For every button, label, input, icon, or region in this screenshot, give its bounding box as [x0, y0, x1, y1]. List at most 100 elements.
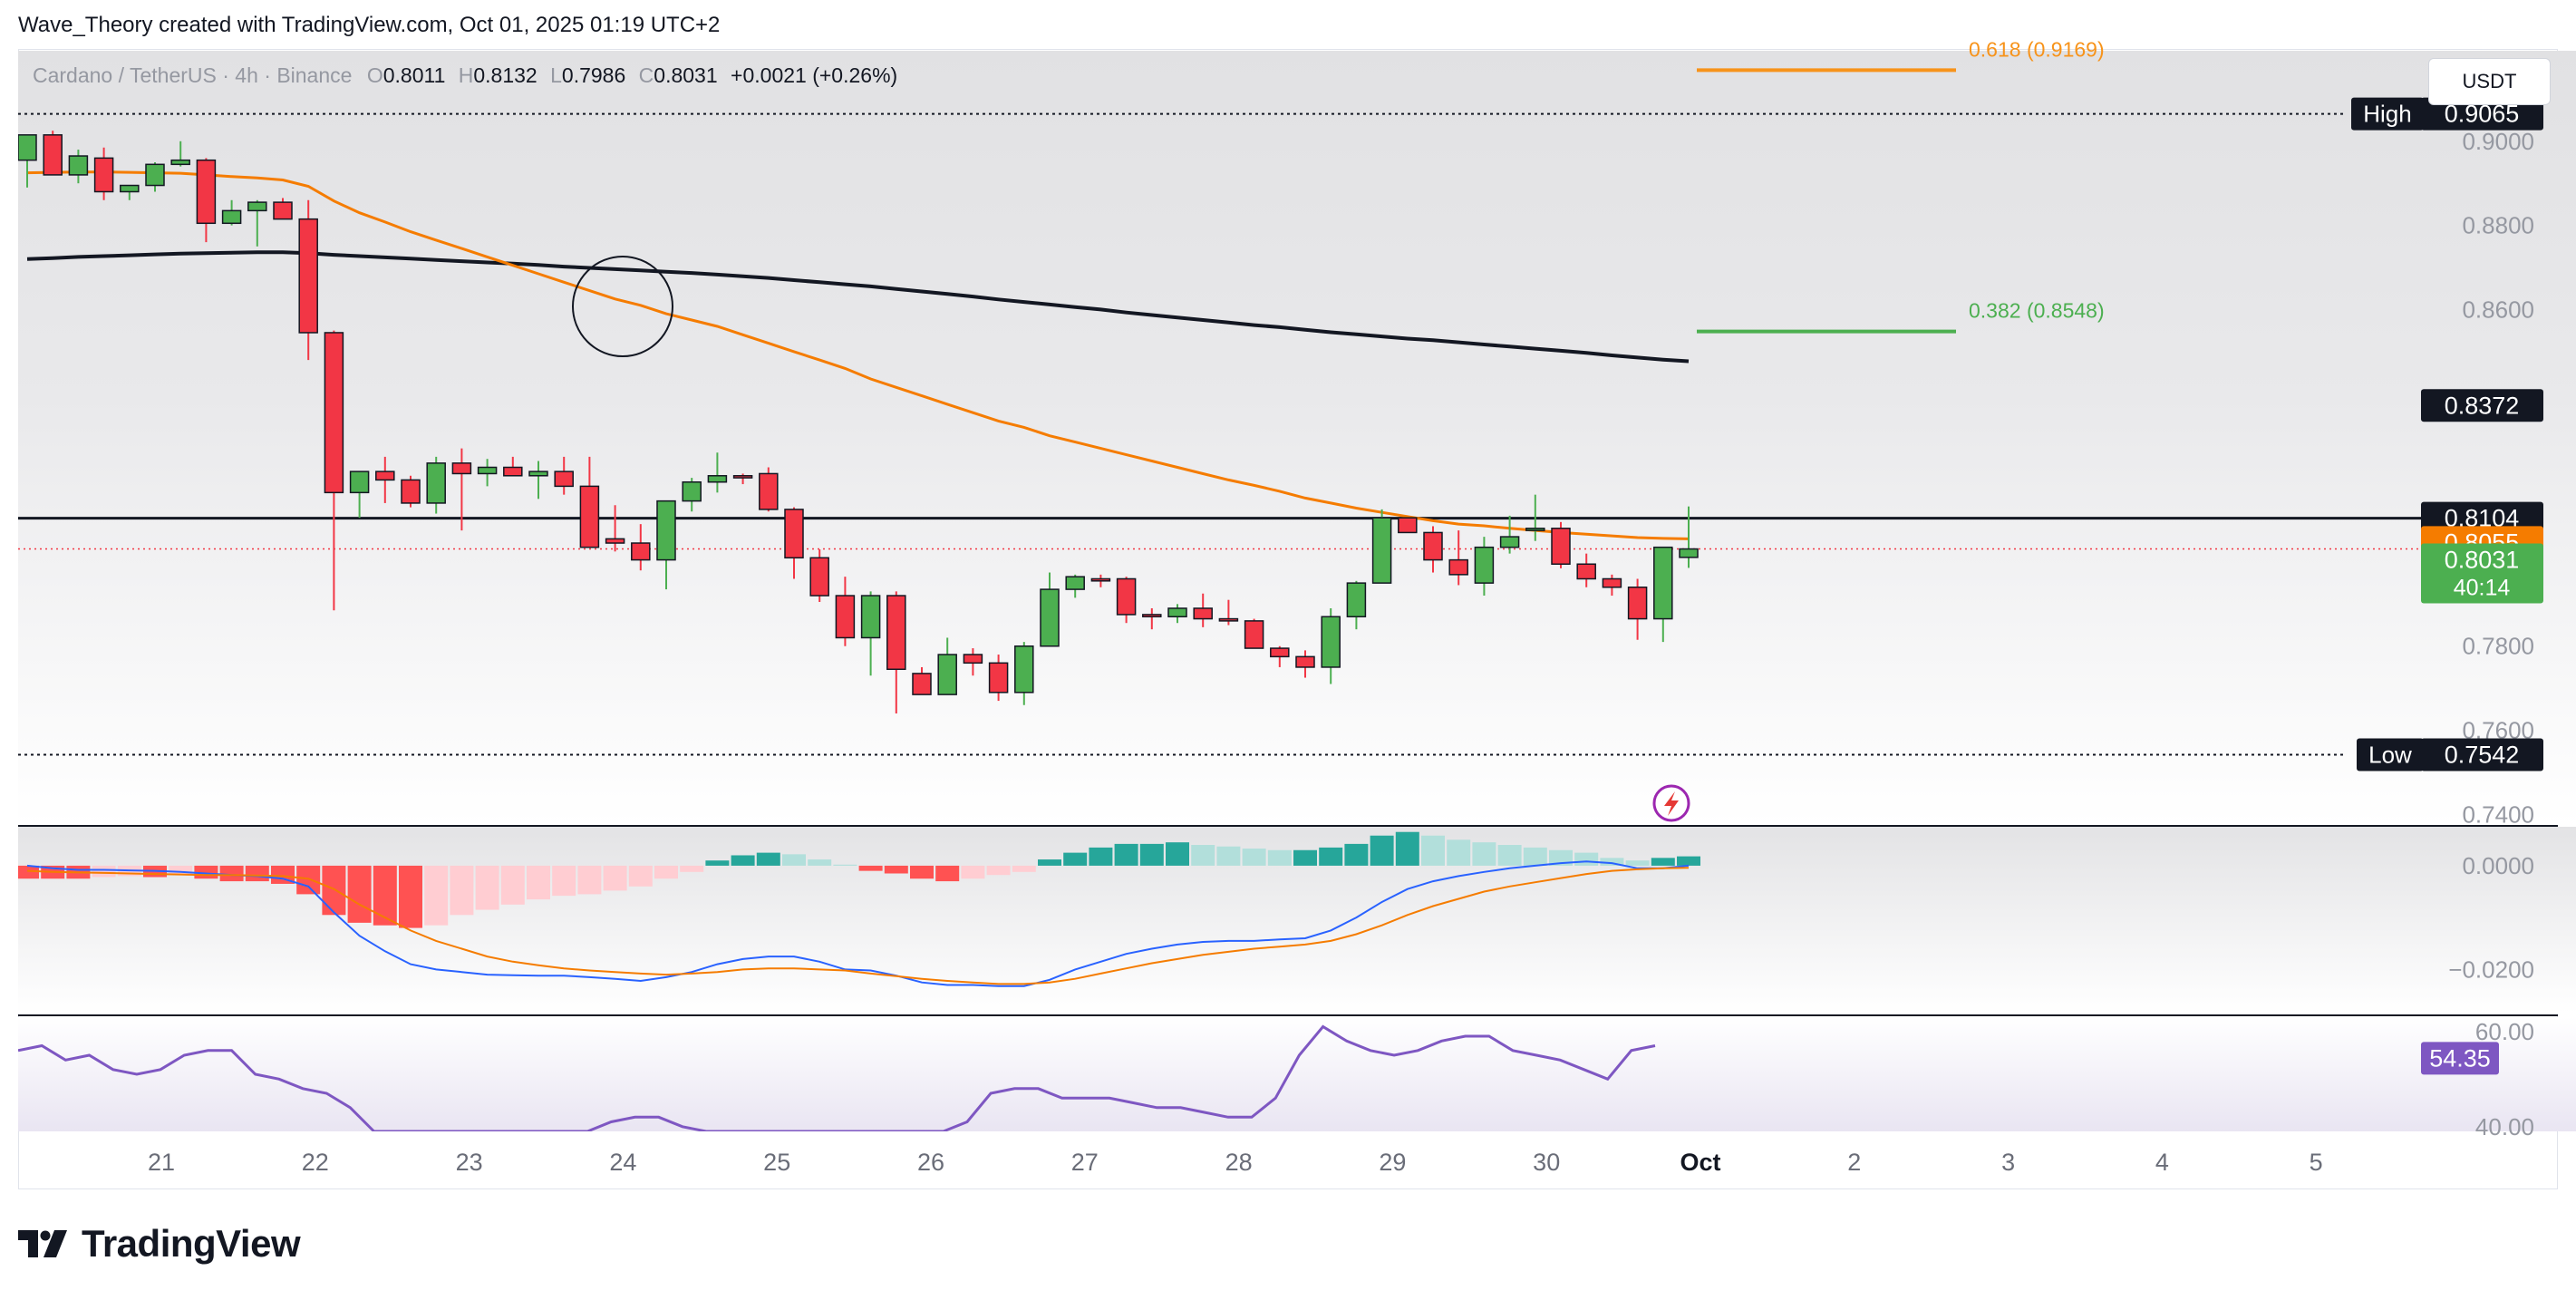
candle-body — [682, 480, 702, 502]
high-tag-label: High — [2363, 101, 2411, 128]
close-label: C — [638, 63, 654, 87]
macd-histogram-bar — [1012, 865, 1036, 872]
candle-body — [1448, 558, 1468, 576]
macd-histogram-bar — [1600, 858, 1624, 866]
price-axis-tick: 0.7400 — [2462, 800, 2534, 828]
macd-histogram-bar — [884, 865, 908, 874]
candle-body — [68, 155, 89, 176]
macd-histogram-bar — [500, 865, 525, 905]
chart-attribution: Wave_Theory created with TradingView.com… — [18, 13, 721, 37]
currency-button[interactable]: USDT — [2428, 58, 2551, 105]
macd-histogram-bar — [628, 865, 653, 887]
fib-label: 0.618 (0.9169) — [1969, 37, 2105, 61]
candle-body — [1576, 563, 1596, 580]
time-axis-tick: 29 — [1379, 1149, 1406, 1176]
candle-body — [1167, 607, 1187, 618]
candle-body — [1244, 620, 1264, 649]
macd-histogram-bar — [782, 854, 806, 866]
macd-histogram-bar — [680, 865, 704, 872]
candle-body — [1295, 655, 1315, 668]
last-badge-value: 0.8031 — [2445, 547, 2520, 574]
candle-body — [273, 201, 293, 220]
low-tag-label: Low — [2368, 741, 2412, 768]
candle-body — [1040, 588, 1060, 647]
candle-body — [503, 466, 523, 477]
candle-body — [886, 595, 906, 671]
candle-body — [1371, 517, 1392, 584]
candle-body — [247, 201, 267, 212]
candle-body — [1346, 582, 1367, 618]
macd-histogram-bar — [1166, 842, 1189, 866]
macd-histogram-bar — [1677, 856, 1700, 866]
candle-body — [1423, 531, 1443, 561]
candle-body — [631, 542, 651, 561]
candle-body — [93, 157, 114, 193]
rsi-pane-background — [18, 1017, 2576, 1131]
close-value: 0.8031 — [654, 63, 718, 87]
time-axis-tick: 23 — [456, 1149, 483, 1176]
macd-histogram-bar — [935, 865, 960, 882]
macd-histogram-bar — [986, 865, 1011, 876]
change-value: +0.0021 (+0.26%) — [731, 63, 898, 87]
macd-series — [18, 831, 1700, 987]
candle-body — [1270, 647, 1290, 658]
macd-histogram-bar — [1063, 852, 1088, 866]
macd-histogram-bar — [1651, 858, 1675, 866]
time-axis-tick: 2 — [1847, 1149, 1861, 1176]
macd-histogram-bar — [1038, 859, 1061, 866]
candle-body — [988, 662, 1009, 694]
rsi-line — [18, 1024, 1656, 1131]
candle-body — [1398, 517, 1418, 534]
macd-histogram-bar — [1549, 849, 1573, 866]
fib-label: 0.382 (0.8548) — [1969, 299, 2105, 323]
high-label: H — [458, 63, 474, 87]
candle-body — [732, 475, 753, 479]
high-tag — [2351, 97, 2424, 131]
macd-histogram-bar — [1574, 852, 1599, 866]
time-axis-tick: Oct — [1680, 1149, 1720, 1176]
macd-histogram-bar — [1370, 835, 1394, 866]
time-axis-tick: 25 — [763, 1149, 790, 1176]
candle-body — [349, 471, 370, 494]
candle-body — [477, 466, 498, 475]
macd-histogram-bar — [1319, 847, 1343, 866]
candle-body — [1193, 607, 1213, 620]
time-axis-tick: 27 — [1071, 1149, 1099, 1176]
macd-signal-line — [26, 867, 1690, 985]
candle-body — [1474, 546, 1495, 584]
macd-histogram-bar — [475, 865, 499, 910]
ema200-badge — [2421, 389, 2543, 422]
symbol-title[interactable]: Cardano / TetherUS · 4h · Binance — [33, 63, 353, 87]
open-value: 0.8011 — [383, 63, 446, 87]
macd-histogram-bar — [450, 865, 474, 916]
tradingview-logo[interactable]: TradingView — [18, 1222, 301, 1266]
macd-histogram-bar — [705, 860, 730, 866]
price-pane-background — [18, 51, 2576, 825]
macd-histogram-bar — [552, 865, 576, 897]
macd-line — [26, 860, 1690, 987]
low-label: L — [550, 63, 562, 87]
macd-histogram-bar — [1344, 843, 1369, 866]
candle-body — [1653, 546, 1673, 620]
last-badge — [2421, 543, 2543, 604]
candle-body — [1116, 577, 1137, 616]
macd-histogram-bar — [1216, 846, 1241, 866]
candle-body — [170, 159, 190, 166]
candle-body — [1627, 587, 1648, 620]
macd-histogram-bar — [1447, 839, 1471, 866]
rsi-badge — [2421, 1042, 2499, 1075]
time-axis-tick: 21 — [148, 1149, 175, 1176]
time-axis-tick: 4 — [2155, 1149, 2169, 1176]
low-badge — [2421, 738, 2543, 771]
candle-body — [1551, 528, 1571, 565]
macd-histogram-bar — [18, 865, 39, 879]
time-axis-tick: 22 — [302, 1149, 329, 1176]
candle-body — [1142, 614, 1162, 618]
macd-histogram-bar — [1421, 835, 1445, 866]
rsi-axis-tick: 40.00 — [2475, 1113, 2534, 1140]
candle-body — [784, 509, 804, 559]
high-badge — [2421, 97, 2543, 131]
price-axis-tick: 0.8800 — [2462, 212, 2534, 239]
candle-body — [43, 134, 63, 176]
